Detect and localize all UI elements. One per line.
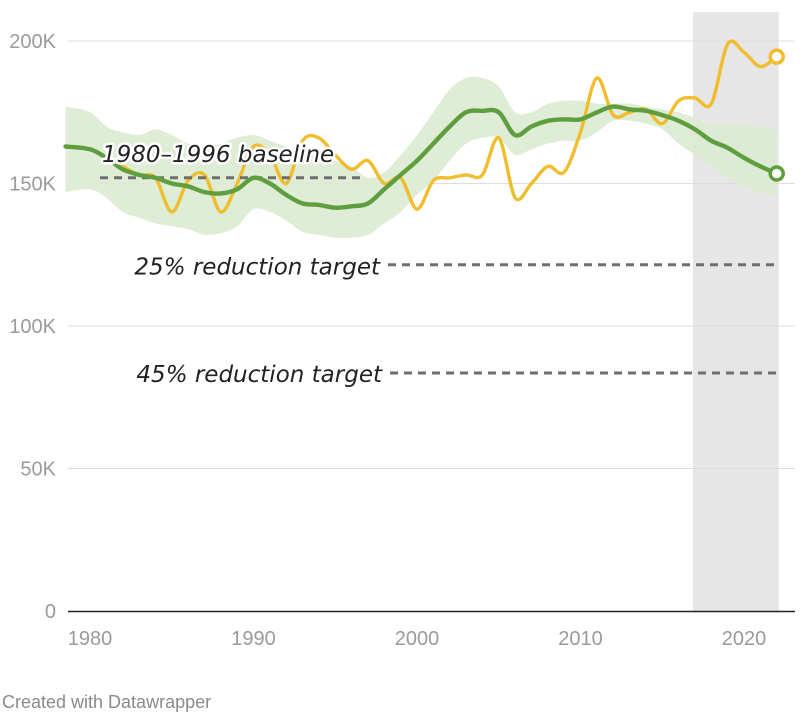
credit-text: Created with Datawrapper	[2, 692, 212, 712]
x-tick-label: 2020	[722, 628, 767, 650]
y-tick-label: 200K	[9, 31, 56, 53]
y-tick-label: 50K	[20, 459, 56, 481]
green-series-layer	[63, 104, 779, 210]
yellow-series-line	[121, 39, 779, 214]
x-tick-label: 2010	[558, 628, 603, 650]
y-tick-label: 150K	[9, 174, 56, 196]
x-tick-label: 1980	[68, 628, 113, 650]
y-tick-label: 100K	[9, 316, 56, 338]
reference-label: 25% reduction target	[134, 255, 381, 281]
line-chart: 1980–1996 baseline 25% reduction target 45…	[9, 12, 795, 650]
reference-labels: 1980–1996 baseline 25% reduction target 45…	[100, 139, 386, 390]
highlight-band	[692, 12, 779, 611]
reference-label: 1980–1996 baseline	[102, 142, 334, 168]
yellow-endpoint-marker	[768, 48, 785, 65]
green-endpoint-marker	[768, 165, 785, 182]
y-tick-label: 0	[45, 601, 56, 623]
reference-label: 45% reduction target	[136, 362, 383, 388]
highlight-band-layer	[692, 12, 779, 611]
yellow-series-layer	[121, 39, 779, 214]
x-tick-label: 2000	[395, 628, 440, 650]
series-endpoints	[768, 48, 785, 182]
axes: 0 50K 100K 150K 200K 1980 1990 2000 2010 2020	[9, 31, 795, 650]
x-tick-label: 1990	[231, 628, 276, 650]
green-series-line	[63, 104, 779, 210]
